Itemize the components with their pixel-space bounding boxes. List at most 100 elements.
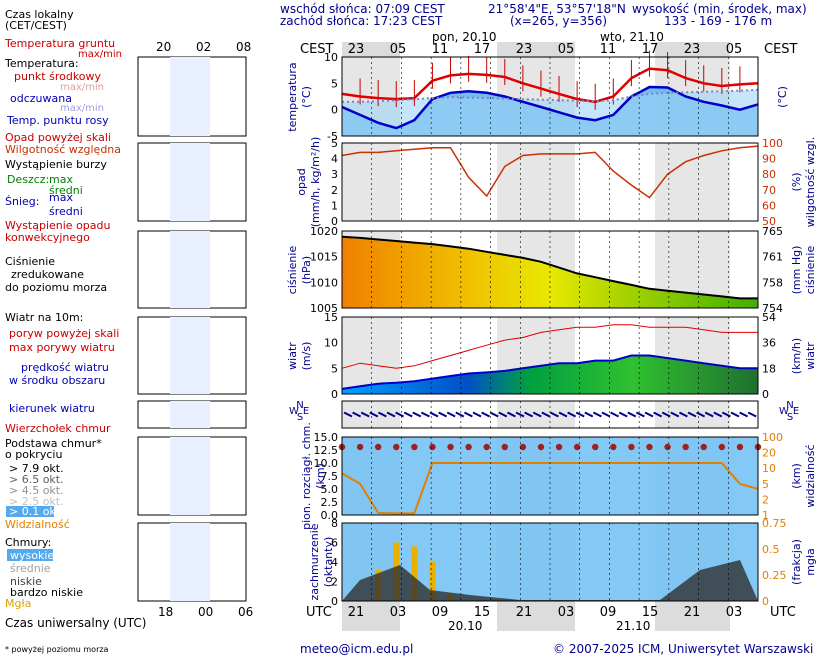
y-tick-label: 0	[331, 215, 338, 228]
data-layer	[338, 50, 762, 601]
y-tick-label: 4	[331, 556, 338, 569]
panel-side-label: (km)	[314, 463, 327, 489]
y2-tick-label: 50	[762, 215, 776, 228]
legend-fog: Mgła	[5, 597, 31, 610]
legend-storm: Wystąpienie burzy	[5, 158, 107, 171]
utc-tick: 21	[516, 605, 533, 620]
y2-tick-label: 0	[762, 595, 769, 608]
cest-tick: 05	[558, 42, 575, 57]
sunset-text: zachód słońca: 17:23 CEST	[280, 14, 443, 28]
y-tick-label: 15	[324, 311, 338, 324]
y2-tick-label: 761	[762, 251, 783, 264]
y-tick-label: 5	[331, 137, 338, 150]
footer-email[interactable]: meteo@icm.edu.pl	[300, 642, 413, 656]
y2-tick-label: 60	[762, 199, 776, 212]
wind-direction-arrow	[369, 411, 379, 418]
wind-direction-arrow	[661, 411, 671, 418]
wind-direction-arrow	[558, 411, 568, 418]
y-tick-label: 1	[331, 199, 338, 212]
y2-tick-label: 36	[762, 337, 776, 350]
y-tick-label: 5.0	[321, 483, 339, 496]
y2-tick-label: 54	[762, 311, 776, 324]
cloud-top-marker	[700, 443, 707, 451]
legend-local-tick-1: 20	[156, 40, 171, 54]
cloud-top-marker	[393, 443, 400, 451]
compass-letter: W	[779, 406, 789, 417]
elevation-values: 133 - 169 - 176 m	[664, 14, 772, 28]
cest-label-right: CEST	[764, 42, 798, 57]
legend-clouds: Chmury:	[5, 536, 51, 549]
legend-okt-5: > 0.1 okt.	[9, 505, 64, 518]
legend-local-tick-2: 02	[196, 40, 211, 54]
cloud-top-marker	[573, 443, 581, 451]
cest-tick: 11	[600, 42, 617, 57]
cloud-top-marker	[519, 443, 527, 451]
y2-tick-label: 20	[762, 447, 776, 460]
cloud-top-marker	[592, 443, 599, 451]
wind-direction-arrow	[696, 411, 706, 418]
wind-direction-arrow	[446, 411, 456, 418]
wind-direction-arrow	[549, 411, 559, 418]
cest-tick: 05	[726, 42, 743, 57]
compass-letter: N	[296, 400, 303, 411]
wind-direction-arrow	[721, 411, 731, 418]
wind-direction-arrow	[670, 411, 680, 418]
panel-side-label: wilgotność wzgl.	[804, 137, 817, 227]
legend-cloud-top: Wierzchołek chmur	[5, 422, 111, 435]
compass-letter: N	[786, 400, 793, 411]
cloud-top-marker	[537, 443, 545, 451]
wind-direction-arrow	[438, 411, 448, 418]
axis-night-band	[655, 42, 730, 57]
panel-frame	[341, 56, 759, 137]
legend-pressure-3: do poziomu morza	[5, 281, 107, 294]
panel-side-label: widzialność	[804, 444, 817, 507]
wind-direction-arrow	[601, 411, 611, 418]
utc-date-2: 21.10	[616, 619, 650, 633]
y2-tick-label: 2	[762, 493, 769, 506]
legend-visibility: Widzialność	[5, 518, 70, 531]
y2-tick-label: 0.5	[762, 543, 780, 556]
wind-direction-arrow	[455, 411, 465, 418]
legend-pressure-1: Ciśnienie	[5, 255, 55, 268]
fog-bar	[411, 546, 418, 601]
panel-side-label: wiatr	[286, 342, 299, 370]
panel-side-label: ciśnienie	[286, 246, 299, 295]
legend-rain-mean: średni	[49, 184, 83, 197]
utc-tick-labels: 21 03 09 15 21 03 09 15 21 03	[348, 605, 743, 620]
legend-ground-temp: Temperatura gruntu	[4, 37, 115, 50]
legend-cloud-base-2: o pokryciu	[5, 448, 62, 461]
cloud-top-marker	[483, 443, 490, 451]
wind-speed-area	[342, 355, 758, 394]
panel-side-label: pion. rozciągł. chm.	[300, 422, 313, 530]
wind-direction-arrow	[343, 411, 353, 418]
mini-night-band	[170, 231, 210, 308]
legend-okt-5-bg	[6, 506, 54, 517]
wind-direction-arrow	[653, 411, 663, 418]
cloud-top-marker	[610, 443, 617, 451]
y-tick-label: 0	[331, 388, 338, 401]
pressure-line	[341, 235, 758, 300]
panel-side-label: (km)	[790, 463, 803, 489]
legend-local-tick-3: 08	[236, 40, 251, 54]
panel-side-label: (m/s)	[300, 342, 313, 371]
legend-very-low: bardzo niskie	[10, 586, 83, 599]
y-tick-label: 8	[331, 517, 338, 530]
wind-direction-arrow	[489, 411, 499, 418]
cest-tick: 05	[390, 42, 407, 57]
legend-rain-max: max	[49, 173, 73, 186]
wind-direction-arrow	[498, 411, 508, 418]
y-tick-label: 1015	[310, 251, 338, 264]
legend-utc-tick-1: 18	[158, 605, 173, 619]
legend-temperature: Temperatura:	[4, 57, 79, 70]
panel-side-label: (frakcja)	[790, 539, 803, 585]
utc-tick: 09	[432, 605, 449, 620]
legend-panel: Czas lokalny (CET/CEST) 20 02 08 Tempera…	[4, 8, 253, 654]
grid-text: (x=265, y=356)	[510, 14, 607, 28]
panel-side-labels: temperatura (°C)opad (mm/h, kg/m²/h)ciśnie…	[286, 62, 817, 600]
elevation-label: wysokość (min, środek, max)	[632, 2, 807, 16]
cloud-top-marker	[411, 443, 418, 451]
cest-tick: 23	[516, 42, 533, 57]
legend-rain: Deszcz:	[7, 173, 49, 186]
utc-label-left: UTC	[306, 605, 332, 620]
